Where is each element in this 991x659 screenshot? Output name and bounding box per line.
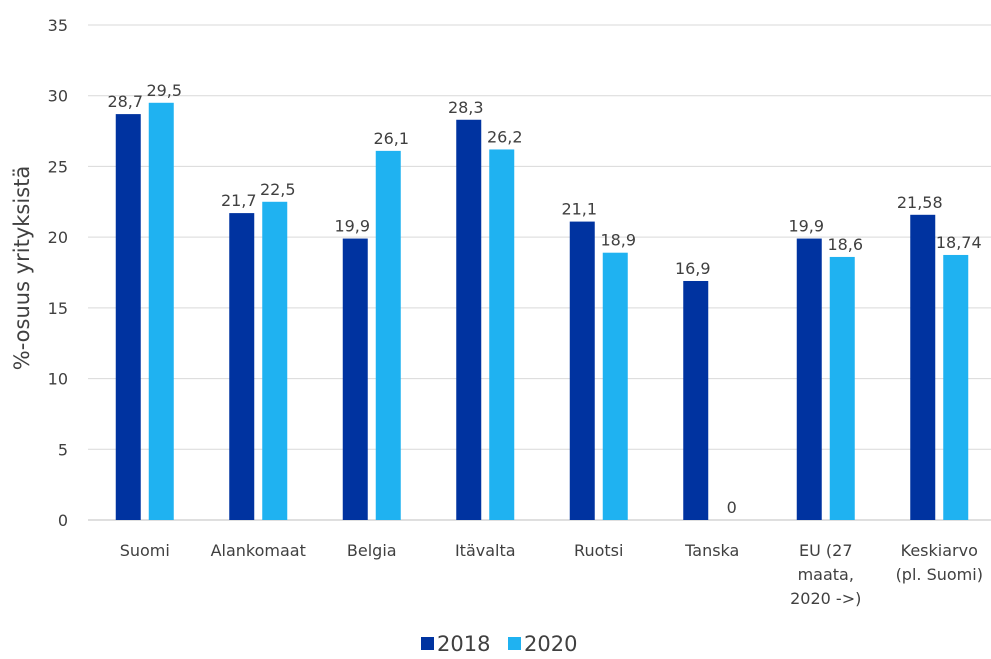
bar-2020-4 [602,252,628,520]
x-tick-label: Alankomaat [211,541,306,560]
data-label-2018-3: 28,3 [448,98,484,117]
x-tick-label: Tanska [684,541,739,560]
data-label-2018-4: 21,1 [561,200,597,219]
x-tick-label: (pl. Suomi) [896,565,983,584]
data-labels: 28,729,5 21,722,5 19,9 26,1 28,326,2 21,118,9… [107,81,981,517]
x-tick-label: Keskiarvo [901,541,978,560]
y-tick-label: 25 [48,157,68,176]
y-axis-ticks: 0 5 10 15 20 25 30 35 [48,16,68,530]
bar-2018-5 [683,280,709,520]
data-label-2020-7: 18,74 [936,233,982,252]
y-tick-label: 0 [58,511,68,530]
x-tick-label: maata, [798,565,854,584]
bar-2020-3 [489,149,515,520]
y-tick-label: 20 [48,228,68,247]
data-label-2020-0: 29,5 [146,81,182,100]
x-tick-label: 2020 ->) [790,589,861,608]
bar-2018-6 [796,238,822,521]
y-tick-label: 5 [58,440,68,459]
data-label-2018-5: 16,9 [675,259,711,278]
gridlines [88,24,991,521]
data-label-2018-0: 28,7 [107,92,143,111]
data-label-2018-2: 19,9 [334,217,370,236]
bar-2020-6 [829,256,855,520]
bar-2018-4 [569,221,595,521]
x-tick-label: Itävalta [455,541,516,560]
legend-label-2020: 2020 [524,632,577,656]
data-label-2020-1: 22,5 [260,180,296,199]
data-label-2020-6: 18,6 [827,235,863,254]
y-tick-label: 30 [48,87,68,106]
y-tick-label: 10 [48,370,68,389]
bar-2020-0 [148,102,174,521]
legend-label-2018: 2018 [437,632,490,656]
x-axis-ticks: Suomi Alankomaat Belgia Itävalta Ruotsi Tansk… [120,541,983,608]
x-tick-label: Suomi [120,541,170,560]
y-tick-label: 35 [48,16,68,35]
bar-2018-0 [115,114,141,520]
data-label-2020-5: 0 [727,498,737,517]
y-axis-label: %-osuus yrityksistä [10,166,34,370]
data-label-2018-6: 19,9 [788,217,824,236]
data-label-2018-1: 21,7 [221,191,257,210]
legend-swatch-2020 [508,637,521,650]
bar-2018-7 [910,214,936,520]
legend: 2018 2020 [421,632,577,656]
x-tick-label: Belgia [347,541,397,560]
data-label-2020-2: 26,1 [373,129,409,148]
bar-2020-7 [943,254,969,520]
bars [115,102,969,521]
data-label-2020-4: 18,9 [600,231,636,250]
bar-2020-1 [262,201,288,521]
bar-2018-2 [342,238,368,521]
bar-2020-2 [375,150,401,520]
x-tick-label: EU (27 [799,541,853,560]
bar-2018-3 [456,119,482,520]
legend-swatch-2018 [421,637,434,650]
data-label-2020-3: 26,2 [487,127,523,146]
data-label-2018-7: 21,58 [897,193,943,212]
bar-2018-1 [229,213,255,520]
y-tick-label: 15 [48,299,68,318]
x-tick-label: Ruotsi [574,541,623,560]
